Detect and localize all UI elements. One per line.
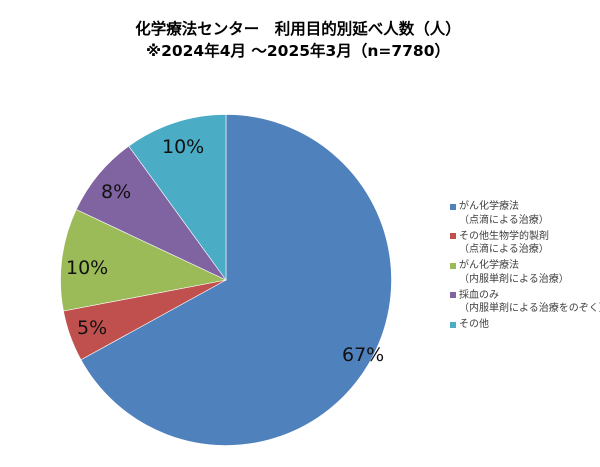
slice-label-chemo-iv: 67%: [342, 344, 384, 366]
slice-label-biologics: 5%: [77, 317, 107, 339]
legend-marker-icon: [450, 292, 456, 298]
slice-label-blood-draw: 8%: [101, 181, 131, 203]
legend-marker-icon: [450, 203, 456, 210]
legend-sublabel: （点滴による治療）: [459, 214, 549, 226]
legend-sublabel: （内服単剤による治療）: [459, 273, 569, 285]
legend-label: がん化学療法: [459, 201, 519, 212]
legend-marker-icon: [450, 233, 456, 239]
legend: がん化学療法 （点滴による治療） その他生物学的製剤 （点滴による治療） がん化学療…: [450, 200, 600, 334]
legend-label: がん化学療法: [459, 260, 519, 271]
legend-label: その他生物学的製剤: [459, 230, 549, 242]
slice-chemo-oral: [60, 209, 227, 312]
legend-sublabel: （点滴による治療）: [459, 244, 549, 255]
legend-marker-icon: [450, 321, 456, 328]
legend-label: その他: [459, 319, 489, 330]
chart-title: 化学療法センター 利用目的別延べ人数（人）: [135, 20, 461, 38]
legend-sublabel: （内服単剤による治療をのぞく）: [459, 303, 600, 314]
legend-item-other: その他: [450, 318, 600, 332]
slice-chemo-iv: [80, 114, 392, 446]
slice-other: [128, 114, 227, 281]
legend-label: 採血のみ: [459, 289, 499, 301]
slice-label-other: 10%: [162, 136, 204, 158]
legend-marker-icon: [450, 262, 456, 269]
legend-item-chemo-oral: がん化学療法 （内服単剤による治療）: [450, 259, 600, 286]
legend-item-biologics: その他生物学的製剤 （点滴による治療）: [450, 230, 600, 257]
legend-item-chemo-iv: がん化学療法 （点滴による治療）: [450, 200, 600, 227]
slice-label-chemo-oral: 10%: [66, 257, 108, 279]
legend-item-blood-draw: 採血のみ （内服単剤による治療をのぞく）: [450, 289, 600, 316]
chart-subtitle: ※2024年4月 〜2025年3月（n=7780）: [146, 42, 450, 60]
